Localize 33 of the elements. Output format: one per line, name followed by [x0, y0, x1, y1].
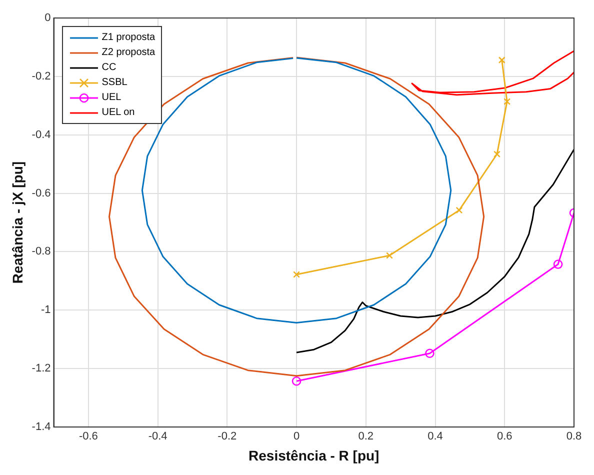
- point: [553, 260, 563, 269]
- legend-label: SSBL: [102, 77, 128, 88]
- x-tick-label: 0.6: [496, 430, 512, 443]
- y-tick-label: -1.2: [32, 362, 51, 375]
- x-tick-label: -0.6: [78, 430, 98, 443]
- y-tick-label: -1: [40, 304, 51, 316]
- x-tick-label: 0.8: [566, 430, 582, 443]
- point: [498, 56, 506, 64]
- y-tick-label: -0.8: [32, 246, 51, 258]
- point: [293, 271, 300, 278]
- x-tick-label: -0.2: [218, 430, 237, 443]
- point: [456, 206, 463, 214]
- legend-label: UEL: [102, 92, 122, 103]
- legend-label: Z1 proposta: [102, 32, 156, 43]
- x-tick-label: 0.2: [358, 430, 374, 443]
- point: [504, 98, 511, 106]
- point: [386, 252, 393, 259]
- x-tick-label: 0.4: [428, 430, 443, 443]
- point: [425, 348, 434, 358]
- x-axis-title: Resistência - R [pu]: [248, 447, 380, 464]
- point: [292, 376, 302, 386]
- point: [494, 150, 500, 158]
- x-tick-label: -0.4: [148, 430, 168, 443]
- y-axis-title: Reatância - jX [pu]: [9, 161, 26, 284]
- y-tick-label: -0.4: [32, 128, 51, 141]
- y-tick-label: -1.4: [32, 421, 51, 434]
- x-tick-label: 0: [293, 430, 300, 443]
- legend-label: UEL on: [102, 107, 135, 118]
- legend-label: Z2 proposta: [102, 47, 156, 58]
- y-tick-label: 0: [44, 12, 51, 24]
- y-tick-label: -0.6: [32, 187, 51, 200]
- y-tick-label: -0.2: [32, 70, 51, 82]
- legend-label: CC: [102, 62, 116, 73]
